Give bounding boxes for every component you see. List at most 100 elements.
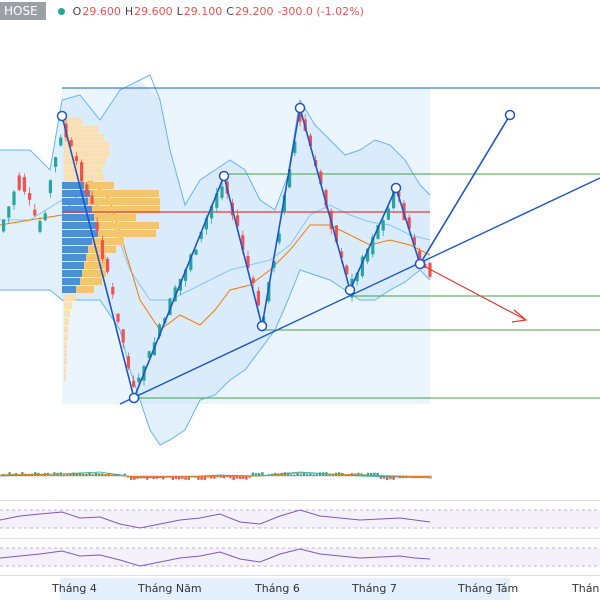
macd-bar bbox=[178, 476, 181, 480]
candle-body bbox=[7, 206, 11, 218]
pivot-point[interactable] bbox=[256, 320, 268, 332]
macd-bar bbox=[200, 476, 203, 480]
macd-bar bbox=[248, 476, 251, 478]
macd-bar bbox=[165, 476, 168, 478]
macd-bar bbox=[187, 476, 190, 480]
macd-bar bbox=[370, 472, 373, 476]
vp-bar bbox=[64, 214, 136, 221]
oscillator-2-band bbox=[0, 548, 600, 566]
high-value: 29.600 bbox=[134, 4, 173, 18]
pane-separator[interactable] bbox=[0, 538, 600, 539]
pivot-point[interactable] bbox=[56, 110, 68, 122]
ascending-trendline[interactable] bbox=[119, 177, 600, 405]
candle-body bbox=[340, 251, 344, 258]
vp-bar-blue bbox=[62, 270, 82, 277]
vp-bar bbox=[64, 206, 160, 213]
macd-bar bbox=[382, 476, 386, 479]
macd-bar bbox=[366, 472, 370, 476]
vp-bar bbox=[64, 270, 106, 277]
macd-bar bbox=[210, 476, 213, 479]
vp-bar bbox=[64, 230, 156, 237]
candle-body bbox=[33, 209, 37, 216]
candle-body bbox=[168, 298, 172, 316]
pivot-point[interactable] bbox=[414, 258, 426, 270]
vp-bar bbox=[64, 366, 66, 373]
open-label: O bbox=[72, 4, 82, 18]
pivot-point[interactable] bbox=[390, 182, 402, 194]
candle-body bbox=[12, 191, 16, 206]
macd-bar bbox=[98, 473, 101, 476]
candle-body bbox=[100, 240, 104, 259]
candle-body bbox=[199, 231, 203, 239]
pivot-point[interactable] bbox=[128, 392, 140, 404]
candle-body bbox=[376, 225, 380, 239]
vp-bar bbox=[64, 374, 66, 381]
vp-bar bbox=[64, 150, 109, 157]
candle-body bbox=[17, 175, 21, 190]
candle-body bbox=[267, 281, 271, 302]
candle-body bbox=[345, 265, 349, 275]
pivot-point[interactable] bbox=[218, 170, 230, 182]
macd-bar bbox=[101, 473, 104, 476]
macd-bar bbox=[299, 474, 302, 476]
candle-body bbox=[272, 260, 276, 268]
candle-body bbox=[210, 205, 214, 219]
vp-bar-blue bbox=[62, 182, 84, 189]
vp-bar-blue bbox=[62, 286, 76, 293]
macd-bar bbox=[318, 472, 322, 476]
macd-bar bbox=[293, 474, 296, 476]
candle-body bbox=[132, 380, 136, 387]
candle-body bbox=[189, 254, 193, 271]
candle-body bbox=[220, 186, 224, 198]
candle-body bbox=[59, 137, 63, 146]
macd-bar bbox=[238, 476, 242, 479]
vp-bar bbox=[64, 222, 159, 229]
macd-bar bbox=[296, 473, 299, 476]
vp-bar bbox=[64, 118, 82, 125]
macd-bar bbox=[94, 472, 98, 476]
pane-separator[interactable] bbox=[0, 575, 600, 576]
candle-body bbox=[54, 157, 58, 167]
macd-bar bbox=[245, 476, 248, 480]
macd-bar bbox=[123, 473, 126, 476]
pivot-point[interactable] bbox=[294, 102, 306, 114]
change-value: -300.0 (-1.02%) bbox=[277, 4, 364, 18]
macd-bar bbox=[251, 472, 254, 476]
candle-body bbox=[184, 269, 188, 281]
vp-bar bbox=[64, 262, 109, 269]
candle-body bbox=[418, 250, 422, 265]
candle-body bbox=[38, 221, 42, 232]
macd-bar bbox=[213, 476, 216, 479]
x-axis-tick: Tháng 6 bbox=[255, 582, 300, 595]
macd-bar bbox=[130, 476, 133, 480]
macd-bar bbox=[411, 476, 414, 478]
vp-bar bbox=[64, 142, 109, 149]
macd-bar bbox=[110, 474, 114, 476]
candle-body bbox=[381, 220, 385, 231]
vp-bar bbox=[64, 286, 94, 293]
macd-bar bbox=[389, 476, 392, 480]
candle-body bbox=[111, 286, 115, 295]
candle-body bbox=[126, 356, 130, 368]
macd-bar bbox=[126, 476, 130, 478]
macd-bar bbox=[306, 474, 309, 476]
projection-arrow-line[interactable] bbox=[419, 263, 527, 321]
candle-body bbox=[392, 189, 396, 209]
pivot-point[interactable] bbox=[344, 284, 356, 296]
vp-bar-blue bbox=[62, 206, 92, 213]
macd-line bbox=[0, 471, 433, 479]
macd-bar bbox=[197, 476, 200, 480]
symbol-label[interactable]: HOSE bbox=[0, 2, 46, 20]
vp-bar bbox=[64, 334, 68, 341]
pane-separator[interactable] bbox=[0, 500, 600, 501]
candle-body bbox=[366, 248, 370, 262]
vp-bar bbox=[64, 358, 67, 365]
candle-body bbox=[80, 162, 84, 182]
pivot-point[interactable] bbox=[504, 109, 516, 121]
vp-bar bbox=[64, 278, 102, 285]
vp-bar bbox=[64, 174, 104, 181]
macd-bar bbox=[66, 474, 69, 476]
vp-bar-blue bbox=[62, 190, 90, 197]
bollinger-upper bbox=[0, 74, 431, 211]
